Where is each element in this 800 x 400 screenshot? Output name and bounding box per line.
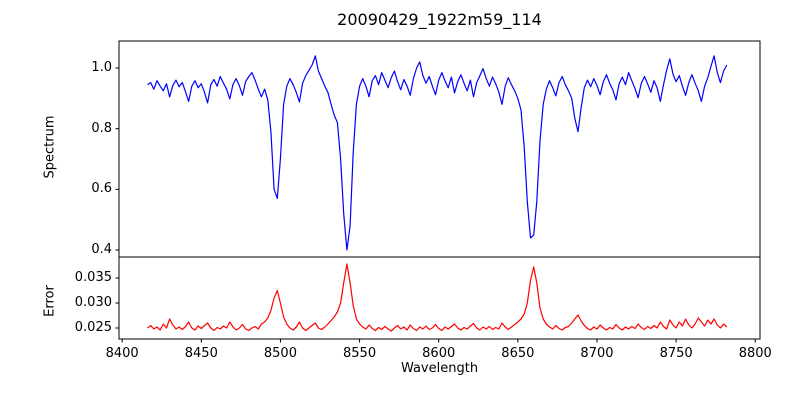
error-line [147, 263, 728, 332]
x-tick-label: 8700 [580, 346, 614, 361]
x-axis-label: Wavelength [400, 361, 479, 376]
y-tick-label: 0.4 [91, 242, 112, 258]
x-tick-label: 8600 [422, 346, 456, 361]
x-tick-label: 8450 [184, 346, 218, 361]
x-tick-label: 8650 [501, 346, 535, 361]
x-tick-label: 8750 [659, 346, 693, 361]
y-tick-label: 0.030 [74, 295, 112, 310]
y-tick-label: 0.025 [74, 320, 112, 335]
chart-title: 20090429_1922m59_114 [337, 10, 542, 29]
x-tick-label: 8550 [343, 346, 377, 361]
x-tick-label: 8800 [738, 346, 772, 361]
y-tick-label: 0.8 [91, 120, 112, 136]
spectrum-axes-frame [118, 40, 761, 258]
error-axes-frame [118, 256, 761, 340]
y-tick-label: 0.6 [91, 181, 112, 197]
x-tick-label: 8400 [105, 346, 139, 361]
spectrum-line [147, 55, 728, 251]
y-tick-label: 1.0 [91, 60, 112, 75]
x-tick-label: 8500 [263, 346, 297, 361]
y-tick-label: 0.035 [74, 270, 112, 285]
